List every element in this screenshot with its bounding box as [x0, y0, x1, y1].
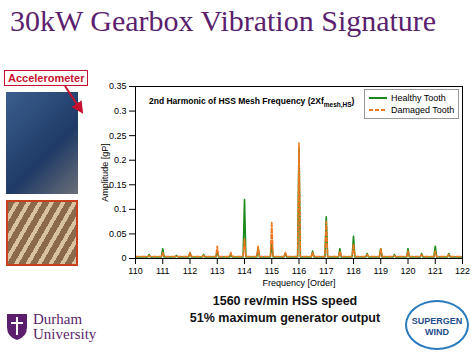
svg-text:0.15: 0.15	[109, 180, 127, 190]
svg-text:120: 120	[400, 266, 415, 276]
svg-text:110: 110	[128, 266, 142, 276]
svg-text:111: 111	[156, 266, 170, 276]
svg-text:112: 112	[183, 266, 197, 276]
html-text:SUPERGEN: SUPERGEN	[411, 316, 463, 326]
html-text:University: University	[33, 326, 97, 342]
html-text:WIND: WIND	[425, 327, 449, 337]
svg-text:0.3: 0.3	[114, 106, 127, 116]
svg-text:0.25: 0.25	[109, 131, 127, 141]
svg-text:0.05: 0.05	[109, 229, 127, 239]
html-text:Durham: Durham	[33, 311, 83, 327]
html-text:30kW Gearbox Vibration Signatu: 30kW Gearbox Vibration Signature	[10, 4, 437, 37]
svg-text:122: 122	[455, 266, 470, 276]
svg-text:0.35: 0.35	[109, 81, 127, 91]
svg-text:0.1: 0.1	[114, 204, 127, 214]
svg-text:Amplitude [gP]: Amplitude [gP]	[100, 143, 110, 202]
svg-text:0.2: 0.2	[114, 155, 127, 165]
svg-text:118: 118	[346, 266, 360, 276]
html-text:Accelerometer: Accelerometer	[8, 72, 85, 84]
svg-text:0: 0	[121, 253, 126, 263]
svg-text:115: 115	[265, 266, 279, 276]
svg-text:117: 117	[319, 266, 333, 276]
svg-text:119: 119	[374, 266, 388, 276]
svg-text:121: 121	[428, 266, 443, 276]
svg-text:113: 113	[210, 266, 224, 276]
html-text:Healthy Tooth: Healthy Tooth	[391, 93, 446, 103]
html-text:51% maximum generator output: 51% maximum generator output	[189, 311, 381, 325]
svg-text:Frequency [Order]: Frequency [Order]	[262, 278, 335, 288]
html-text:1560 rev/min HSS speed: 1560 rev/min HSS speed	[212, 294, 358, 308]
html-text:Damaged Tooth: Damaged Tooth	[391, 105, 455, 115]
html-text:2nd Harmonic of HSS Mesh Frequ: 2nd Harmonic of HSS Mesh Frequency (2Xfm…	[149, 96, 355, 108]
svg-text:114: 114	[237, 266, 251, 276]
svg-text:116: 116	[292, 266, 306, 276]
